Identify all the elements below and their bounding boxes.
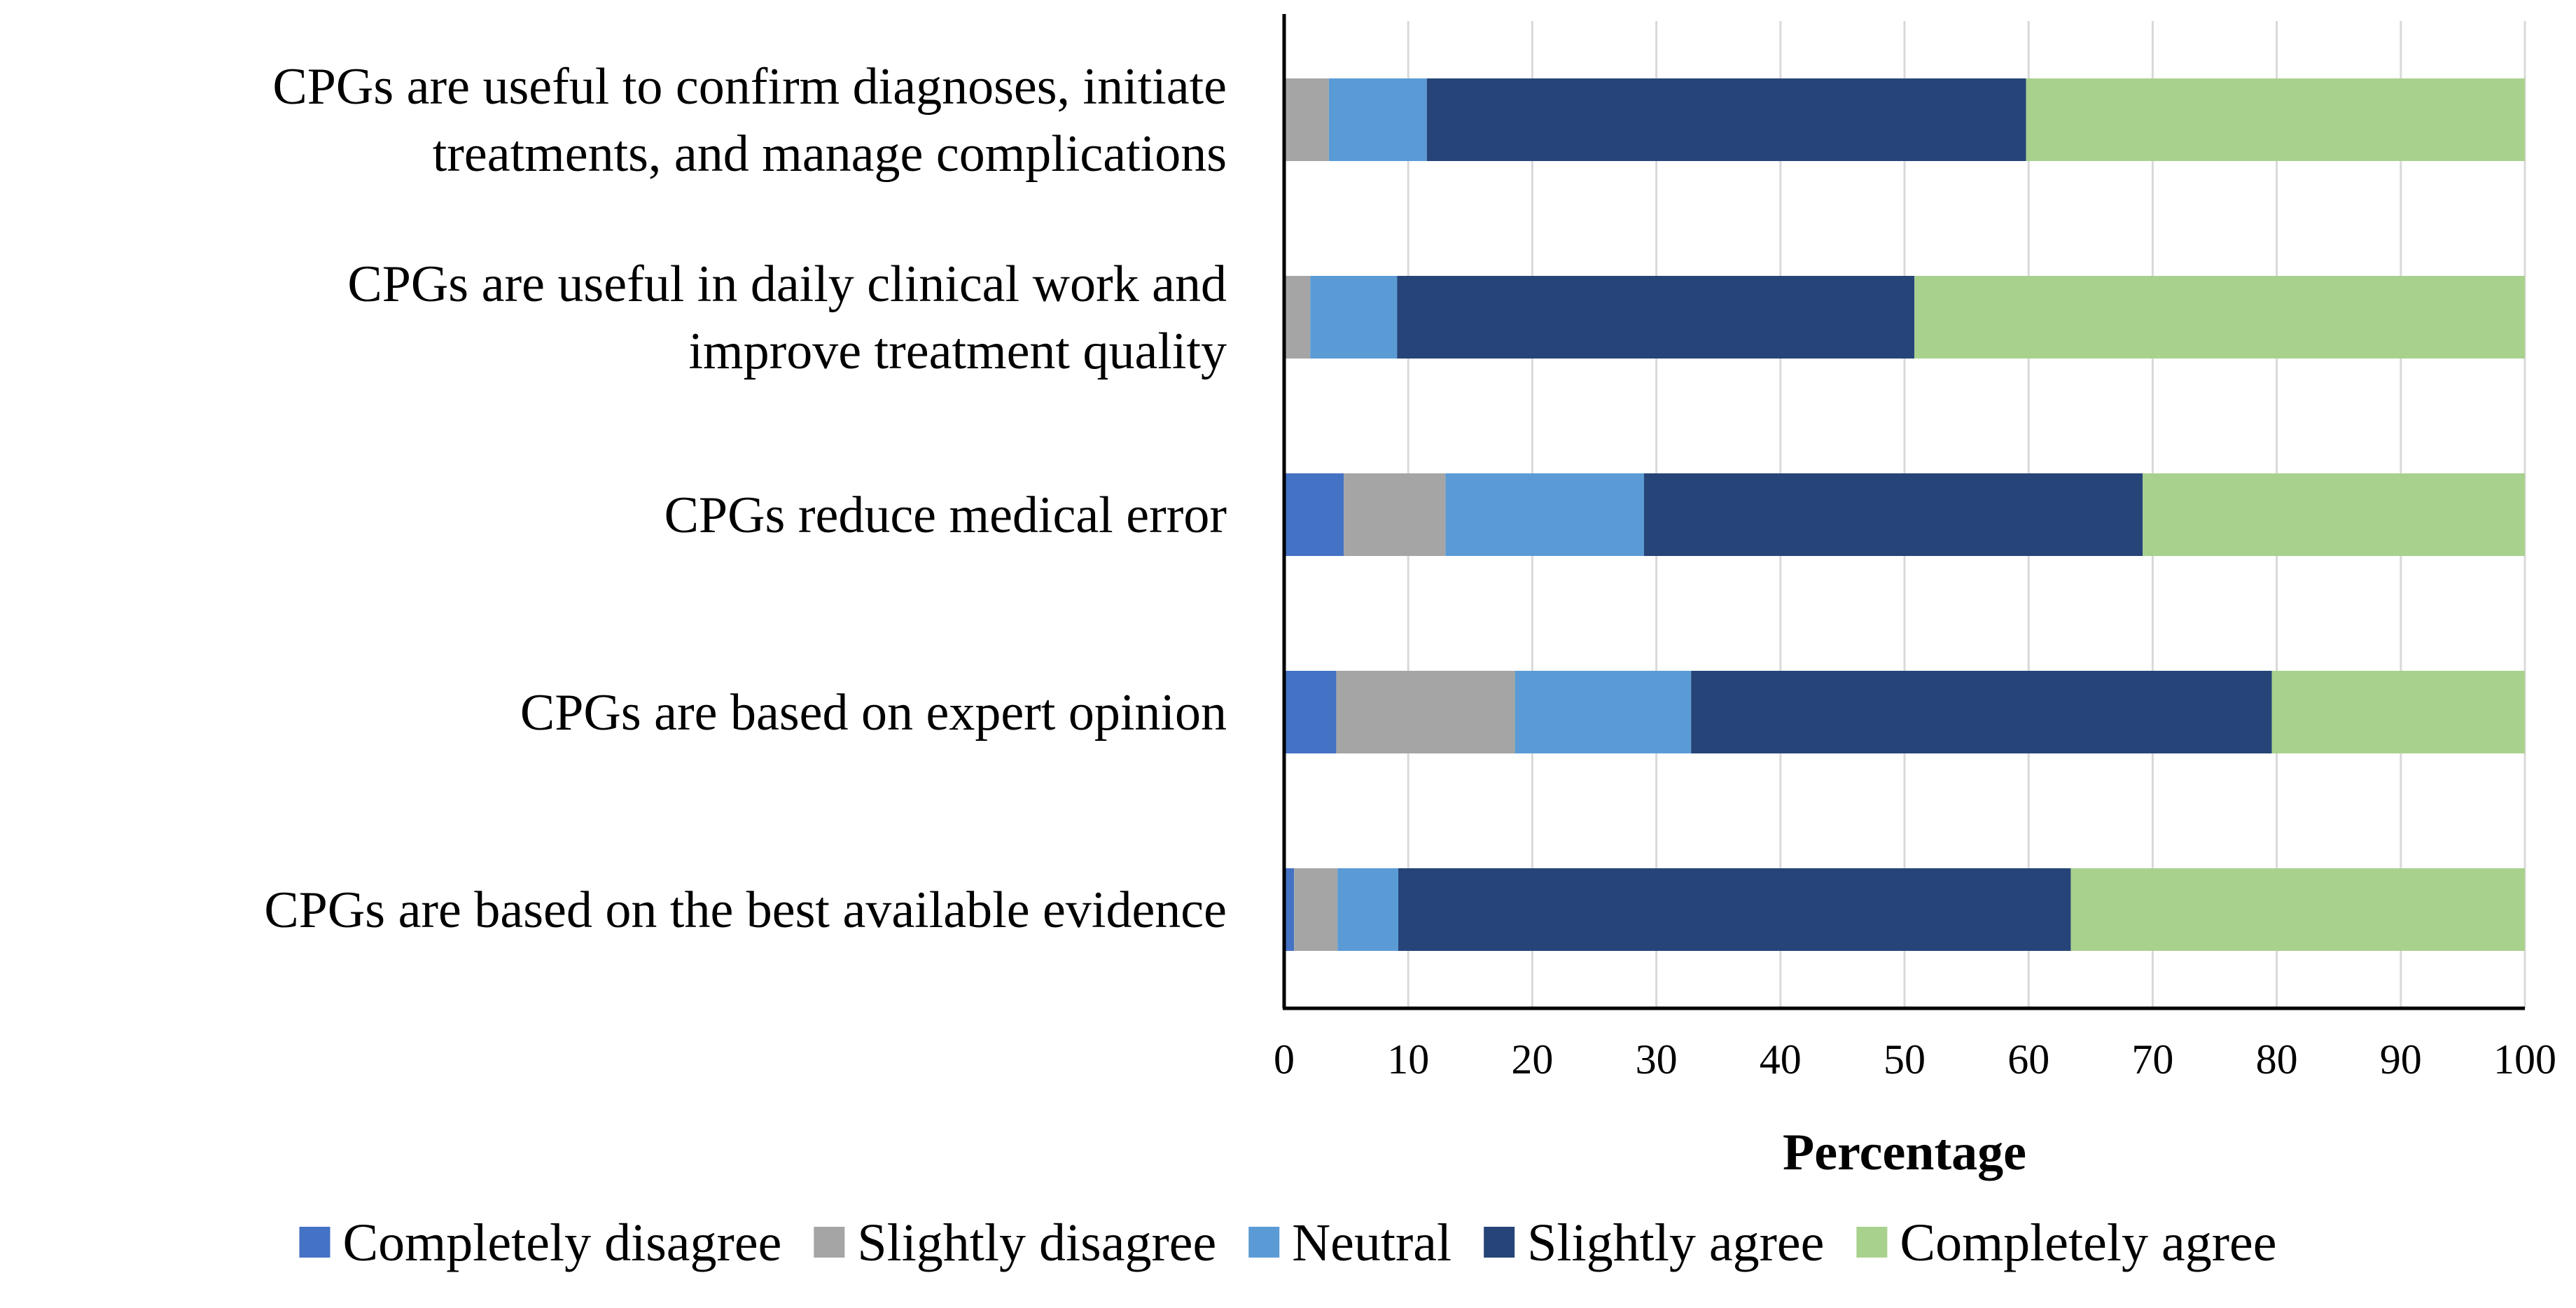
legend-item: Slightly agree xyxy=(1484,1213,1824,1272)
x-tick-label: 70 xyxy=(2131,1036,2173,1083)
bar-segment-neutral xyxy=(1310,276,1398,359)
legend-item: Completely agree xyxy=(1856,1213,2277,1272)
bar-segment-neutral xyxy=(1337,868,1399,951)
x-tick-label: 30 xyxy=(1636,1036,1678,1083)
category-label: CPGs are based on the best available evi… xyxy=(264,882,1227,939)
category-label: CPGs are useful in daily clinical work a… xyxy=(347,256,1227,380)
bar-segment-neutral xyxy=(1445,473,1644,556)
x-tick-label: 50 xyxy=(1884,1036,1926,1083)
x-tick-labels: 0 10 20 30 40 50 60 70 80 90 100 xyxy=(1274,1036,2556,1083)
x-tick-label: 80 xyxy=(2256,1036,2298,1083)
bar-segment-completely-agree xyxy=(2026,78,2525,161)
bar-segment-completely-agree xyxy=(1914,276,2525,359)
x-tick-label: 90 xyxy=(2380,1036,2422,1083)
bar-segment-neutral xyxy=(1328,78,1427,161)
bar-segment-completely-agree xyxy=(2070,868,2525,951)
category-labels: CPGs are useful to confirm diagnoses, in… xyxy=(264,58,1227,939)
bar-segment-slightly-disagree xyxy=(1344,473,1446,556)
x-axis-title: Percentage xyxy=(1783,1124,2026,1181)
x-tick-label: 0 xyxy=(1274,1036,1295,1083)
bar-segment-slightly-disagree xyxy=(1294,868,1338,951)
bar-segment-slightly-agree xyxy=(1398,868,2071,951)
legend: Completely disagree Slightly disagree Neut… xyxy=(299,1213,2277,1272)
bar-segment-slightly-disagree xyxy=(1284,276,1311,359)
category-label: CPGs are based on expert opinion xyxy=(520,684,1227,742)
legend-label: Completely disagree xyxy=(342,1213,781,1272)
bar-segment-completely-disagree xyxy=(1284,671,1337,753)
legend-item: Neutral xyxy=(1248,1213,1451,1272)
legend-swatch xyxy=(1248,1227,1280,1258)
legend-swatch xyxy=(1856,1227,1888,1258)
x-tick-label: 100 xyxy=(2493,1036,2556,1083)
category-label: CPGs are useful to confirm diagnoses, in… xyxy=(272,58,1227,183)
bar-segment-completely-disagree xyxy=(1284,868,1295,951)
bar-segment-slightly-agree xyxy=(1643,473,2143,556)
legend-swatch xyxy=(814,1227,845,1258)
bar-segment-slightly-agree xyxy=(1691,671,2272,753)
bar-segment-completely-disagree xyxy=(1284,473,1344,556)
legend-label: Neutral xyxy=(1292,1213,1451,1272)
legend-swatch xyxy=(1484,1227,1515,1258)
legend-item: Slightly disagree xyxy=(814,1213,1216,1272)
x-tick-label: 40 xyxy=(1760,1036,1802,1083)
category-label: CPGs reduce medical error xyxy=(664,487,1227,544)
bar-segment-slightly-agree xyxy=(1426,78,2026,161)
bar-segment-slightly-disagree xyxy=(1284,78,1329,161)
bar-segment-slightly-disagree xyxy=(1336,671,1515,753)
x-tick-label: 10 xyxy=(1387,1036,1429,1083)
bar-segment-completely-agree xyxy=(2271,671,2525,753)
legend-label: Completely agree xyxy=(1900,1213,2276,1272)
bar-segment-slightly-agree xyxy=(1397,276,1915,359)
bar-segment-neutral xyxy=(1515,671,1692,753)
legend-swatch xyxy=(299,1227,330,1258)
x-tick-label: 20 xyxy=(1511,1036,1553,1083)
x-tick-label: 60 xyxy=(2007,1036,2049,1083)
legend-item: Completely disagree xyxy=(299,1213,781,1272)
legend-label: Slightly agree xyxy=(1527,1213,1824,1272)
legend-label: Slightly disagree xyxy=(857,1213,1216,1272)
axes xyxy=(1282,14,2525,1010)
bar-segment-completely-agree xyxy=(2143,473,2525,556)
bar-segments xyxy=(1284,78,2525,951)
